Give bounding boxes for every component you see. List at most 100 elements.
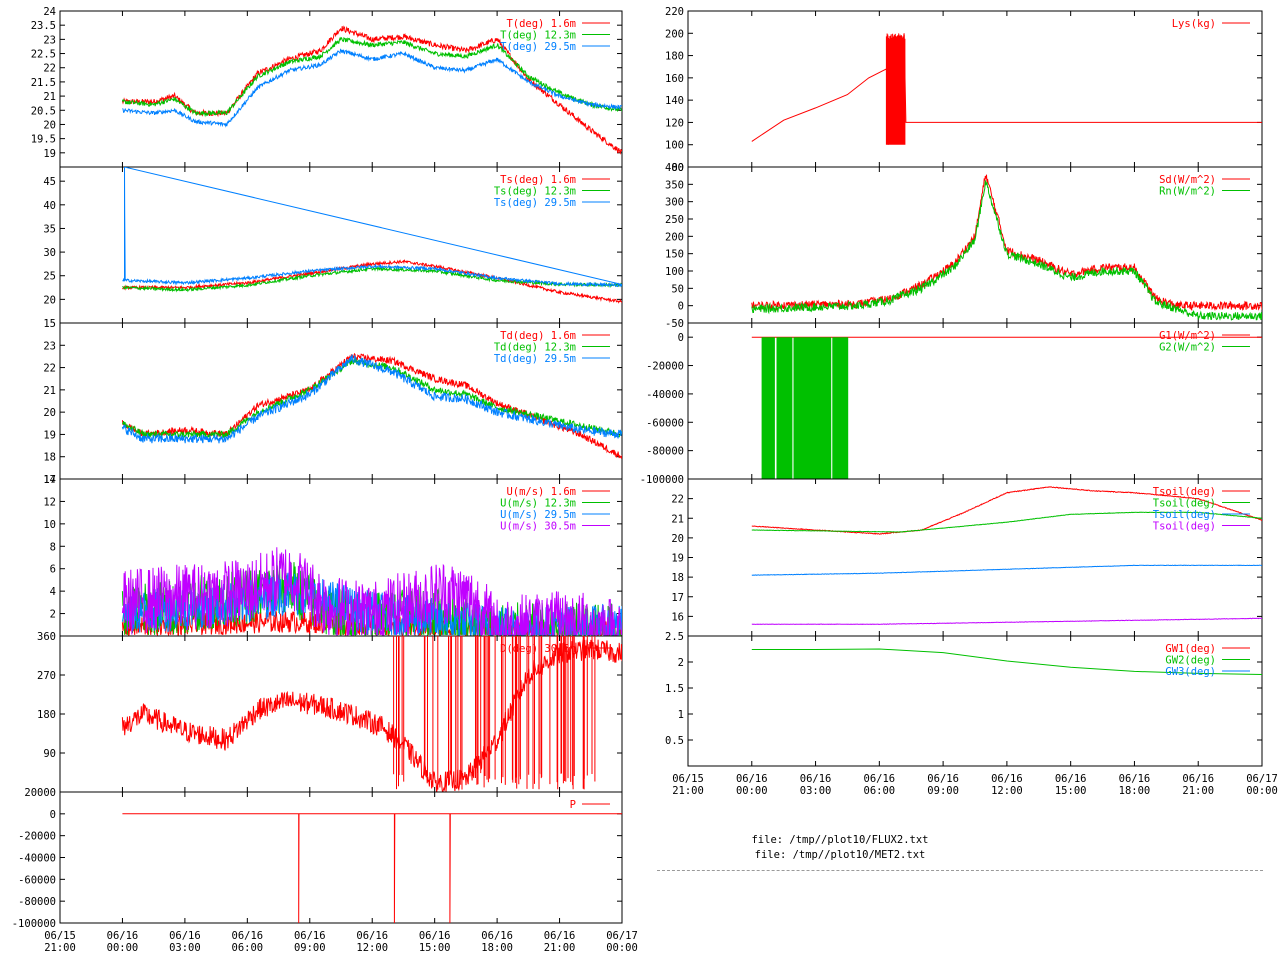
legend-label: U(m/s) 1.6m [506,486,576,498]
y-tick-label: 2 [50,609,56,621]
y-tick-label: -50 [665,318,684,330]
x-tick-label-time: 12:00 [356,942,388,954]
y-tick-label: 220 [665,6,684,18]
plot-frame [687,635,1263,767]
series-line [122,259,622,304]
y-tick-label: 6 [50,564,56,576]
x-tick-label-date: 06/16 [1119,773,1151,785]
met-file-label: file: /tmp//plot10/MET2.txt [754,849,926,861]
legend-label: Ts(deg) 29.5m [494,197,576,209]
y-tick-label: 160 [665,73,684,85]
legend-label: GW2(deg) [1165,655,1216,667]
footer-divider [657,870,1263,871]
legend-label: G2(W/m^2) [1159,342,1216,354]
y-tick-label: 19 [43,429,56,441]
x-tick-label-time: 18:00 [481,942,513,954]
flux-file-label: file: /tmp//plot10/FLUX2.txt [751,834,929,846]
x-tick-label-time: 12:00 [991,785,1023,797]
x-tick-label-date: 06/16 [481,930,513,942]
y-tick-label: 22 [43,63,56,75]
y-tick-label: 100 [665,266,684,278]
y-tick-label: -80000 [646,446,684,458]
legend-label: Tsoil(deg) [1153,509,1216,521]
y-tick-label: -20000 [646,361,684,373]
legend-label: T(deg) 12.3m [500,30,576,42]
x-tick-label-time: 18:00 [1119,785,1151,797]
panel-t: 19 19.5 20 20.5 21 21.5 22 22.5 23 23.5 24 T(deg) 1… [31,6,623,168]
x-tick-label-date: 06/16 [864,773,896,785]
x-tick-label-date: 06/16 [356,930,388,942]
legend-label: Td(deg) 12.3m [494,342,576,354]
y-tick-label: 23 [43,340,56,352]
y-tick-label: 0 [678,301,684,313]
x-tick-label-date: 06/16 [991,773,1023,785]
series-line [751,648,1262,675]
y-tick-label: 19 [671,553,684,565]
y-tick-label: 25 [43,271,56,283]
legend-label: Rn(W/m^2) [1159,186,1216,198]
x-tick-label-date: 06/15 [44,930,76,942]
series-line [121,36,622,118]
x-tick-label-date: 06/16 [800,773,832,785]
x-tick-label-time: 00:00 [107,942,139,954]
y-tick-label: 40 [43,200,56,212]
y-tick-label: 20 [671,533,684,545]
x-tick-label-time: 09:00 [294,942,326,954]
y-tick-label: 45 [43,176,56,188]
legend-label: G1(W/m^2) [1159,330,1216,342]
y-tick-label: 140 [665,95,684,107]
y-tick-label: 22 [43,363,56,375]
series-spikes [393,636,596,790]
panel-g: -100000 -80000 -60000 -40000 -20000 0 G1(W/m^2… [640,322,1263,486]
y-tick-label: 22.5 [31,49,56,61]
y-tick-label: -60000 [18,874,56,886]
y-tick-label: 350 [665,179,684,191]
x-tick-label-date: 06/16 [232,930,264,942]
y-tick-label: 4 [50,586,56,598]
y-tick-label: 19.5 [31,134,56,146]
y-tick-label: 180 [37,709,56,721]
x-tick-label-date: 06/16 [107,930,139,942]
x-tick-label-date: 06/16 [544,930,576,942]
x-tick-label-time: 00:00 [606,942,638,954]
y-tick-label: 17 [43,474,56,486]
x-tick-label-date: 06/17 [606,930,638,942]
x-tick-label-time: 21:00 [544,942,576,954]
y-tick-label: 2 [678,657,684,669]
x-tick-label-time: 15:00 [419,942,451,954]
legend-label: P [570,799,576,811]
series-line [122,48,622,128]
y-tick-label: 21 [43,91,56,103]
legend-label: Td(deg) 29.5m [494,353,576,365]
y-tick-label: 21.5 [31,77,56,89]
y-tick-label: 10 [43,519,56,531]
legend-label: GW3(deg) [1165,666,1216,678]
y-tick-label: 20000 [24,787,56,799]
series-line [751,33,1262,145]
y-tick-label: 17 [671,592,684,604]
x-tick-label-time: 21:00 [1182,785,1214,797]
series-line [121,639,622,792]
panel-gw: 0.511.522.506/1521:0006/1600:0006/1603:0… [665,631,1278,797]
legend-label: Tsoil(deg) [1153,521,1216,533]
x-tick-label-date: 06/16 [927,773,959,785]
x-tick-label-time: 15:00 [1055,785,1087,797]
x-tick-label-time: 21:00 [672,785,704,797]
panel-tsoil: 16171819202122Tsoil(deg)Tsoil(deg)Tsoil(… [671,478,1263,637]
series-line [122,167,622,288]
y-tick-label: -20000 [18,831,56,843]
x-tick-label-time: 03:00 [169,942,201,954]
y-tick-label: 1.5 [665,683,684,695]
y-tick-label: 300 [665,197,684,209]
y-tick-label: 30 [43,247,56,259]
panel-p: -100000 -80000 -60000 -40000 -20000 0 20000 06/… [12,787,638,954]
y-tick-label: 12 [43,496,56,508]
y-tick-label: -100000 [12,918,56,930]
x-tick-label-date: 06/16 [169,930,201,942]
y-tick-label: 24 [43,6,56,18]
x-tick-label-time: 06:00 [232,942,264,954]
series-spikes [885,33,906,145]
